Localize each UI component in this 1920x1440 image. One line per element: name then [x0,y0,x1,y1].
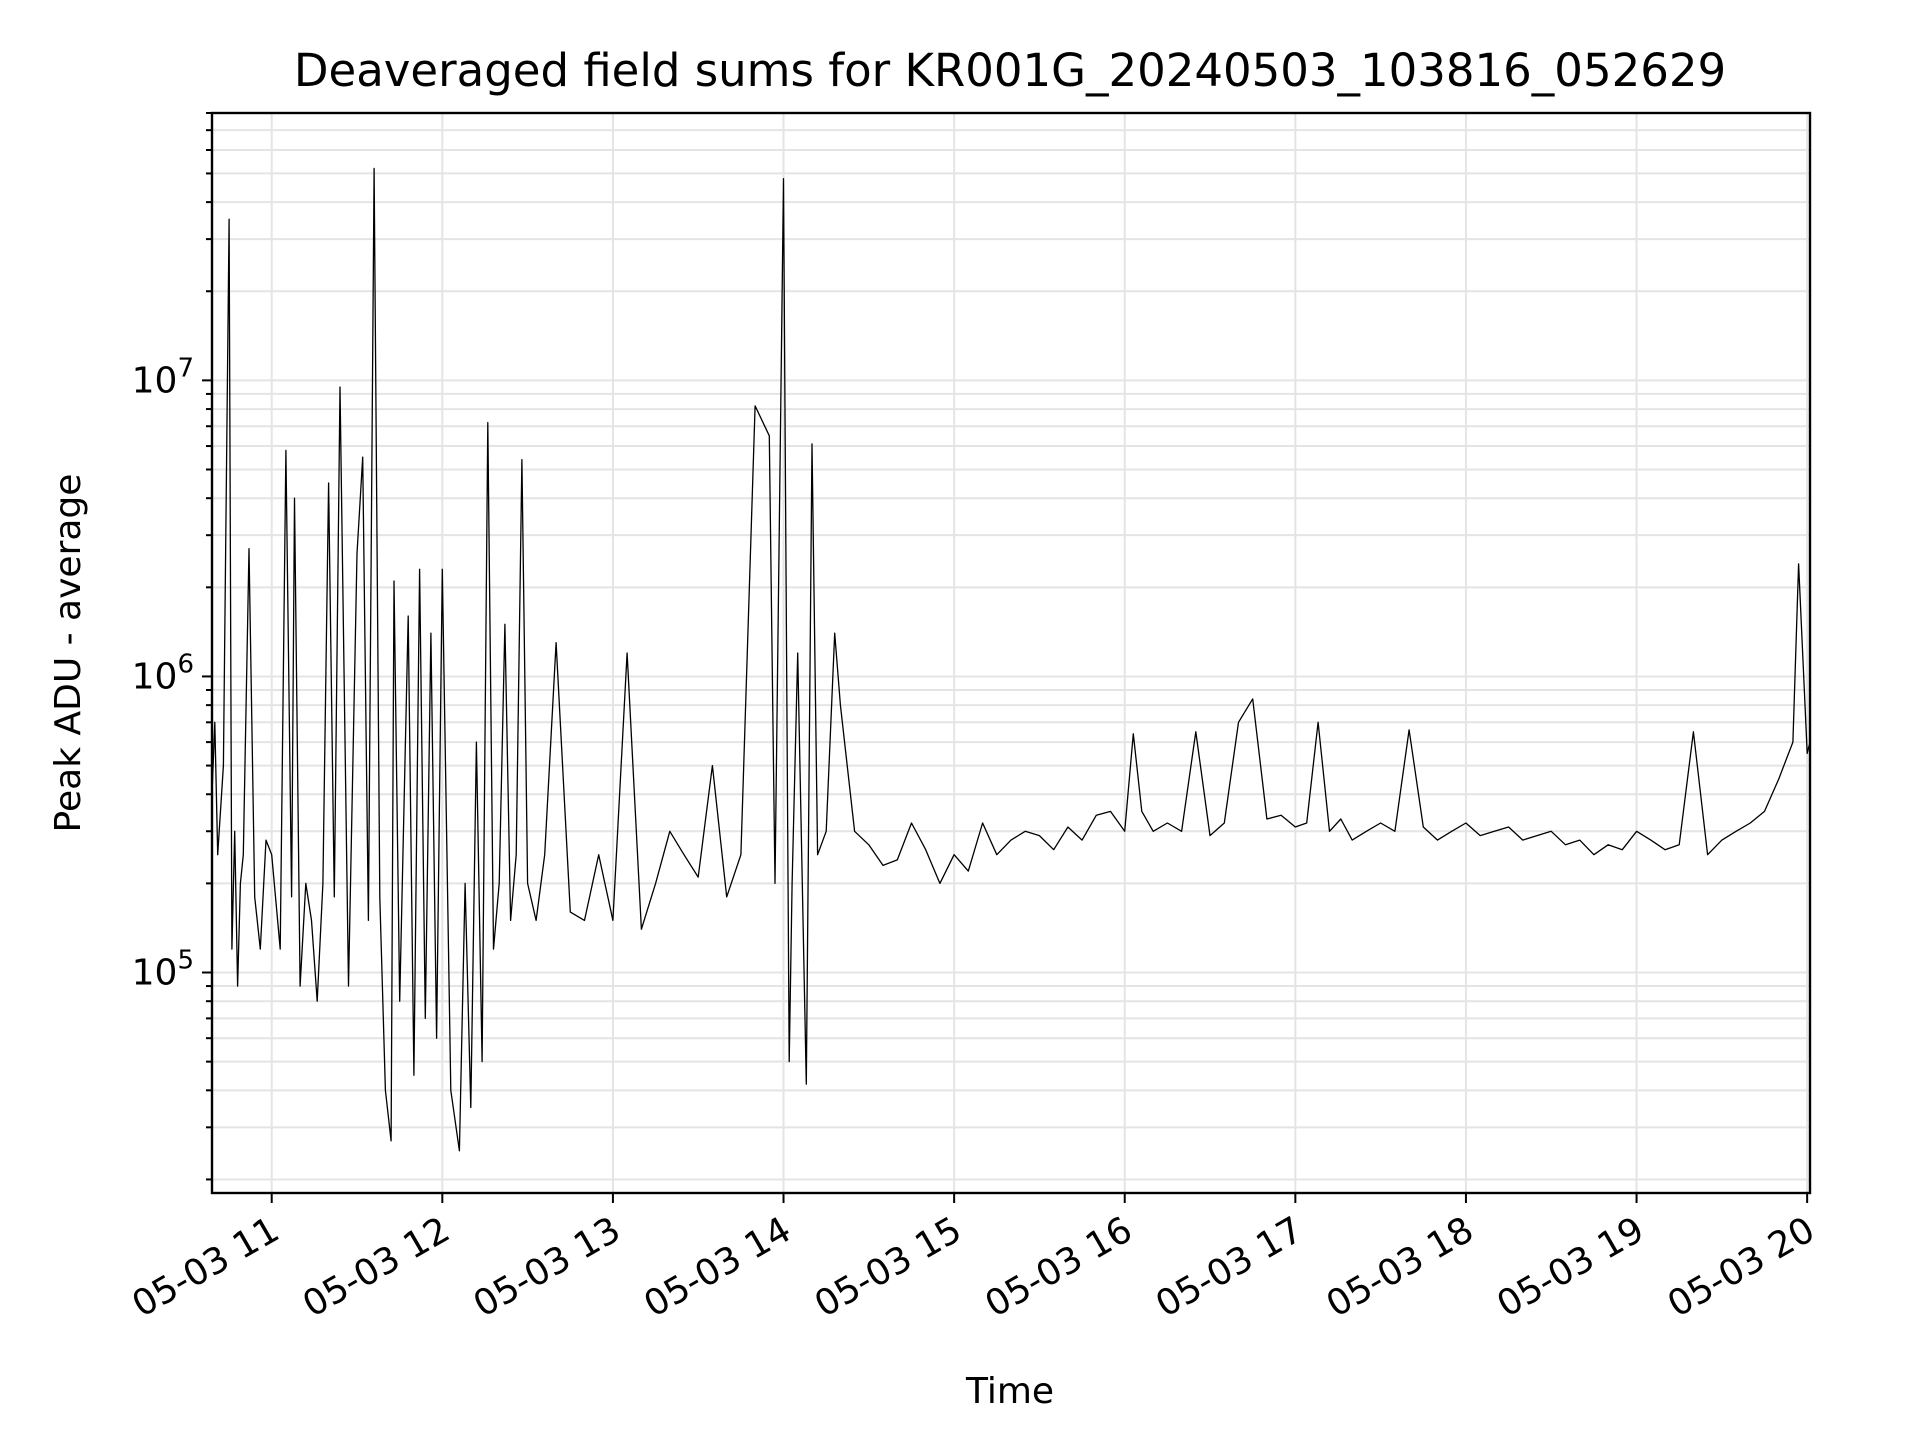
chart-title: Deaveraged field sums for KR001G_2024050… [294,44,1726,97]
y-axis-label: Peak ADU - average [48,474,89,833]
y-tick-label: 105 [132,946,194,994]
y-tick-label: 106 [132,649,194,697]
y-tick-label: 107 [132,353,194,401]
y-tick-label-base: 10 [132,360,178,401]
y-tick-label-base: 10 [132,953,178,994]
x-axis-label: Time [965,1371,1054,1412]
plot-area [211,167,1811,1152]
plot-frame [210,111,1812,1195]
y-tick-label-exponent: 5 [177,946,194,976]
y-tick-label-base: 10 [132,656,178,697]
series-line [211,167,1811,1152]
y-tick-label-exponent: 6 [177,649,194,679]
y-tick-label-exponent: 7 [177,353,194,383]
